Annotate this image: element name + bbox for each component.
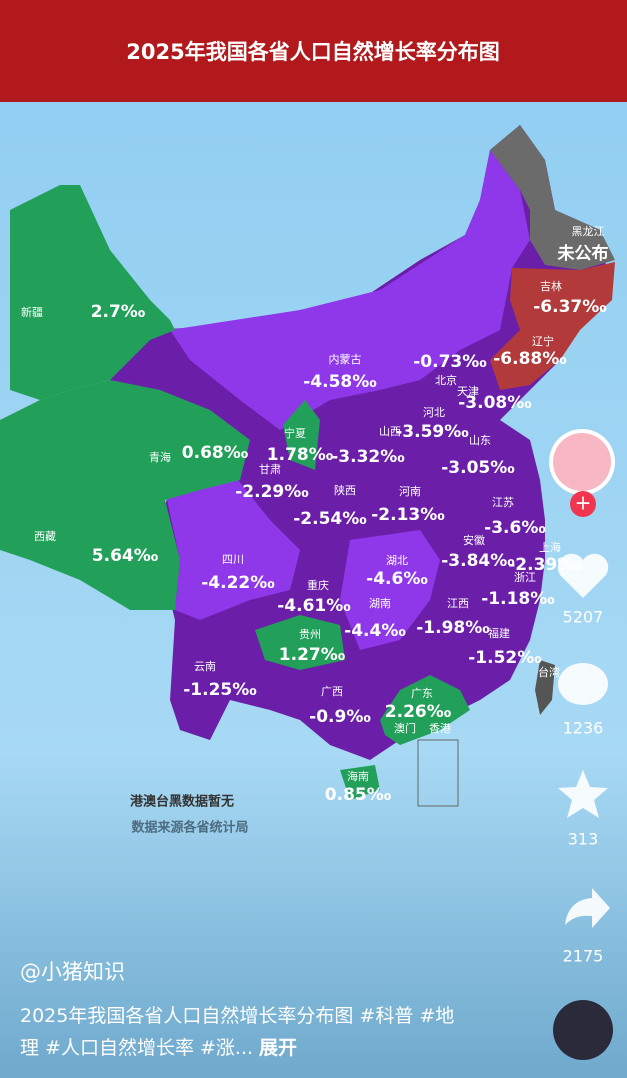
region-value: -1.98‰ (416, 618, 490, 638)
region-value: -3.08‰ (458, 393, 532, 413)
region-value: -0.9‰ (309, 707, 371, 727)
region-value: -4.61‰ (277, 596, 351, 616)
region-name: 新疆 (21, 305, 43, 319)
region-value: 未公布 (557, 243, 609, 264)
favorite-count: 313 (568, 830, 599, 849)
region-value: 2.26‰ (385, 702, 452, 722)
region-value: -2.29‰ (235, 482, 309, 502)
region-name: 贵州 (299, 628, 321, 641)
region-value: -3.84‰ (441, 551, 515, 571)
south-sea-inset (417, 739, 459, 807)
region-name: 河南 (399, 485, 421, 498)
region-name: 黑龙江 (572, 225, 605, 238)
expand-button[interactable]: 展开 (259, 1037, 298, 1059)
region-value: 0.68‰ (182, 443, 249, 463)
region-name: 江西 (447, 597, 469, 610)
region-name: 天津 (457, 385, 479, 398)
note: 数据来源各省统计局 (131, 820, 248, 836)
region-value: -4.22‰ (201, 573, 275, 593)
author[interactable]: @小猪知识 (20, 960, 125, 984)
note: 港澳台黑数据暂无 (130, 794, 234, 810)
region-value: -6.88‰ (493, 349, 567, 369)
follow-button[interactable] (570, 491, 596, 517)
share-count: 2175 (563, 947, 604, 966)
region-name: 山东 (469, 434, 491, 447)
like-icon[interactable] (557, 553, 609, 598)
like-count: 5207 (563, 608, 604, 627)
region-value: -4.58‰ (303, 372, 377, 392)
map: 新疆 2.7‰ 西藏 5.64‰ 青海 0.68‰ 甘肃 -2.29‰ 宁夏 1.78‰ 内蒙古 -4… (0, 125, 615, 836)
region-value: -4.6‰ (366, 569, 428, 589)
region-name: 云南 (194, 660, 216, 673)
header-bar (0, 0, 627, 102)
region-value: 0.85‰ (325, 785, 392, 805)
region-value: 1.27‰ (279, 645, 346, 665)
region-value: 5.64‰ (92, 546, 159, 566)
caption: 2025年我国各省人口自然增长率分布图 #科普 #地理 #人口自然增长率 #涨.… (20, 1005, 455, 1059)
small-label: 澳门 (394, 721, 416, 735)
region-name: 吉林 (540, 279, 562, 293)
region-name: 广东 (411, 687, 433, 700)
region-name: 湖北 (386, 554, 408, 567)
sidebar: + 5207 1236 313 2175 (549, 429, 615, 1060)
region-value: -3.32‰ (331, 447, 405, 467)
favorite-icon[interactable] (558, 770, 608, 818)
region-name: 上海 (539, 540, 561, 554)
small-label: 台湾 (538, 665, 560, 679)
region-value: -1.52‰ (468, 648, 542, 668)
region-name: 西藏 (34, 530, 56, 543)
region-name: 宁夏 (284, 426, 306, 440)
comment-count: 1236 (563, 719, 604, 738)
region-name: 浙江 (514, 571, 536, 584)
region-name: 北京 (435, 373, 457, 387)
share-icon[interactable] (565, 888, 610, 928)
region-value: -6.37‰ (533, 297, 607, 317)
region-name: 四川 (222, 553, 244, 566)
region-name: 青海 (149, 450, 171, 464)
region-name: 广西 (321, 685, 343, 698)
small-label: 香港 (429, 722, 451, 735)
title: 2025年我国各省人口自然增长率分布图 (126, 40, 499, 64)
region-value: -3.6‰ (484, 518, 546, 538)
region-name: 陕西 (334, 483, 356, 497)
comment-icon[interactable] (558, 663, 608, 705)
region-name: 安徽 (463, 533, 485, 547)
svg-text:+: + (575, 491, 592, 515)
region-value: -1.18‰ (481, 589, 555, 609)
region-value: -4.4‰ (344, 621, 406, 641)
region-value: -0.73‰ (413, 352, 487, 372)
music-disc[interactable] (553, 1000, 613, 1060)
region-value: -2.13‰ (371, 505, 445, 525)
region-name: 湖南 (369, 597, 391, 610)
region-value: -2.54‰ (293, 509, 367, 529)
region-value: 1.78‰ (267, 445, 334, 465)
region-name: 辽宁 (532, 334, 554, 348)
region-value: -3.59‰ (395, 422, 469, 442)
region-value: -1.25‰ (183, 680, 257, 700)
region-value: -3.05‰ (441, 458, 515, 478)
region-name: 福建 (488, 626, 510, 640)
region-name: 江苏 (492, 496, 514, 509)
caption-box: 2025年我国各省人口自然增长率分布图 #科普 #地理 #人口自然增长率 #涨.… (20, 1000, 460, 1064)
region-value: 2.7‰ (91, 302, 146, 322)
region-name: 甘肃 (259, 463, 281, 476)
region-name: 重庆 (307, 578, 329, 592)
region-name: 海南 (347, 769, 369, 783)
region-name: 内蒙古 (329, 352, 362, 366)
region-name: 河北 (423, 406, 445, 419)
region-name: 山西 (379, 425, 401, 438)
